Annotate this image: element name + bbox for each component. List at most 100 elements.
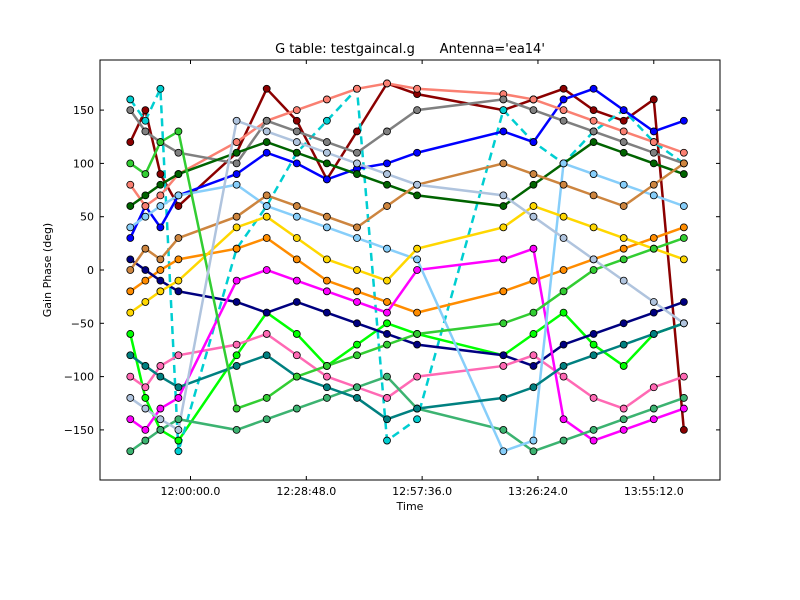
data-point-s1	[589, 106, 598, 115]
y-tick-label: −50	[71, 317, 94, 330]
data-point-s16	[262, 191, 271, 200]
y-tick-label: 0	[87, 264, 94, 277]
data-point-s18	[589, 255, 598, 264]
data-point-s14	[413, 244, 422, 253]
data-point-s6	[559, 266, 568, 274]
data-point-s3	[383, 436, 391, 445]
data-point-s14	[141, 298, 150, 306]
data-point-s17	[383, 340, 391, 349]
data-point-s17	[649, 244, 658, 253]
data-point-s8	[413, 372, 422, 381]
data-point-s9	[141, 127, 150, 136]
data-point-s9	[262, 116, 271, 125]
data-point-s6	[383, 298, 391, 306]
data-point-s12	[322, 394, 331, 402]
data-point-s18	[353, 159, 361, 168]
data-point-s17	[413, 330, 422, 338]
data-point-s13	[679, 202, 688, 210]
data-point-s14	[499, 223, 508, 232]
data-point-s12	[174, 415, 183, 424]
data-point-s8	[679, 372, 688, 381]
data-point-s6	[156, 266, 165, 274]
data-point-s14	[679, 255, 688, 264]
chart-title: G table: testgaincal.g Antenna='ea14'	[275, 42, 545, 57]
data-point-s13	[156, 202, 165, 210]
data-point-s17	[679, 234, 688, 242]
data-point-s3	[174, 447, 183, 456]
data-point-s17	[589, 266, 598, 274]
data-point-s1	[679, 425, 688, 434]
data-point-s17	[156, 138, 165, 146]
y-tick-label: −150	[64, 424, 94, 437]
data-point-s13	[649, 191, 658, 200]
data-point-s10	[232, 148, 241, 157]
series-line-s13	[129, 161, 685, 453]
data-point-s11	[262, 266, 271, 274]
data-point-s4	[619, 106, 628, 115]
data-point-s18	[174, 425, 183, 434]
data-point-s10	[322, 159, 331, 168]
data-point-s7	[649, 308, 658, 317]
data-point-s10	[292, 148, 301, 157]
data-point-s9	[649, 148, 658, 157]
data-point-s14	[156, 287, 165, 296]
data-point-s11	[232, 276, 241, 285]
data-point-s13	[292, 212, 301, 221]
data-point-s14	[353, 266, 361, 274]
data-point-s1	[262, 84, 271, 93]
data-point-s4	[589, 84, 598, 93]
data-point-s8	[292, 351, 301, 360]
data-point-s10	[262, 138, 271, 146]
data-point-s5	[292, 106, 301, 115]
data-point-s15	[529, 383, 538, 392]
data-point-s18	[156, 415, 165, 424]
data-point-s13	[141, 212, 150, 221]
data-point-s7	[292, 298, 301, 306]
data-point-s16	[679, 159, 688, 168]
data-point-s7	[141, 266, 150, 274]
data-point-s4	[232, 170, 241, 178]
data-point-s18	[126, 394, 135, 402]
data-point-s10	[589, 138, 598, 146]
data-point-s9	[589, 127, 598, 136]
data-point-s12	[649, 404, 658, 413]
data-point-s8	[619, 404, 628, 413]
data-point-s11	[156, 404, 165, 413]
data-point-s16	[499, 159, 508, 168]
data-point-s16	[529, 170, 538, 178]
data-point-s1	[126, 138, 135, 146]
data-point-s15	[232, 362, 241, 370]
data-point-s18	[413, 180, 422, 189]
data-point-s9	[353, 148, 361, 157]
data-point-s2	[126, 330, 135, 338]
data-point-s7	[322, 308, 331, 317]
data-point-s17	[559, 287, 568, 296]
data-point-s4	[413, 148, 422, 157]
data-point-s11	[292, 276, 301, 285]
data-point-s9	[559, 116, 568, 125]
y-tick-label: −100	[64, 371, 94, 384]
data-point-s2	[589, 340, 598, 349]
data-point-s13	[353, 234, 361, 242]
data-point-s11	[353, 298, 361, 306]
data-point-s18	[383, 170, 391, 178]
data-point-s6	[529, 276, 538, 285]
data-point-s14	[292, 234, 301, 242]
data-point-s8	[126, 372, 135, 381]
data-point-s8	[559, 372, 568, 381]
data-point-s4	[559, 95, 568, 104]
data-point-s3	[499, 106, 508, 115]
data-point-s9	[292, 127, 301, 136]
data-point-s4	[322, 175, 331, 184]
data-point-s15	[174, 383, 183, 392]
data-point-s7	[232, 298, 241, 306]
data-point-s13	[232, 180, 241, 189]
data-point-s1	[559, 84, 568, 93]
data-point-s16	[322, 212, 331, 221]
data-point-s6	[413, 308, 422, 317]
data-point-s18	[232, 116, 241, 125]
data-point-s17	[141, 170, 150, 178]
x-tick-label: 12:00:00.0	[161, 485, 221, 498]
data-point-s5	[383, 79, 391, 88]
data-point-s10	[499, 202, 508, 210]
